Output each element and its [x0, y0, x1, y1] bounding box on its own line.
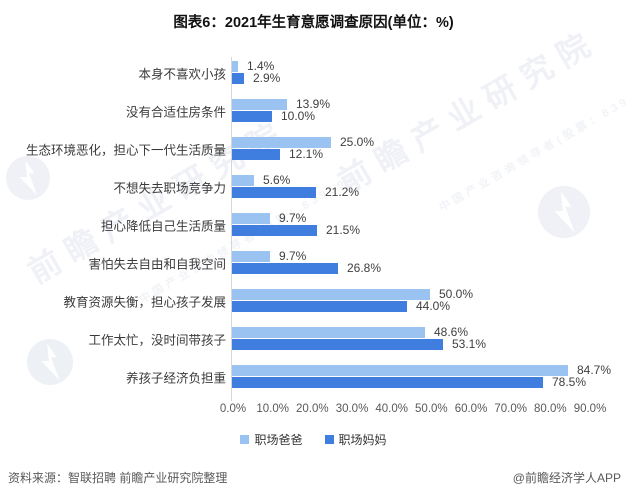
value-label: 21.2%: [325, 185, 360, 199]
category-label: 不想失去职场竞争力: [113, 181, 226, 195]
footer: 资料来源：智联招聘 前瞻产业研究院整理 @前瞻经济学人APP: [0, 466, 627, 488]
bar-职场爸爸-3: [232, 175, 254, 186]
x-tick-label: 90.0%: [573, 403, 607, 415]
chart-title: 图表6：2021年生育意愿调查原因(单位：%): [173, 15, 454, 31]
bar-职场爸爸-0: [232, 61, 238, 72]
x-tick-label: 10.0%: [256, 403, 289, 415]
value-label: 84.7%: [577, 363, 612, 377]
category-label: 教育资源失衡，担心孩子发展: [63, 295, 226, 309]
credit-note: @前瞻经济学人APP: [512, 470, 621, 485]
bar-职场爸爸-4: [232, 213, 270, 224]
bar-职场妈妈-8: [232, 377, 543, 388]
category-label: 工作太忙，没时间带孩子: [88, 333, 226, 347]
y-axis-line: [231, 57, 232, 401]
x-tick-label: 30.0%: [335, 403, 369, 415]
value-label: 9.7%: [279, 211, 307, 225]
value-label: 12.1%: [289, 147, 324, 161]
bar-职场爸爸-7: [232, 327, 425, 338]
value-label: 21.5%: [326, 223, 361, 237]
x-tick-label: 50.0%: [415, 403, 448, 415]
bar-职场妈妈-5: [232, 263, 338, 274]
legend-item-职场妈妈: 职场妈妈: [324, 431, 387, 448]
bar-职场妈妈-0: [232, 73, 244, 84]
legend-label: 职场爸爸: [254, 433, 303, 447]
bar-职场爸爸-1: [232, 99, 287, 110]
value-label: 9.7%: [279, 249, 307, 263]
value-label: 50.0%: [439, 287, 474, 301]
bar-职场妈妈-1: [232, 111, 272, 122]
value-label: 5.6%: [263, 173, 291, 187]
value-label: 44.0%: [416, 299, 451, 313]
value-label: 1.4%: [247, 59, 275, 73]
legend-item-职场爸爸: 职场爸爸: [240, 431, 303, 448]
value-label: 10.0%: [281, 109, 316, 123]
legend: 职场爸爸 职场妈妈: [0, 431, 627, 448]
category-label: 没有合适住房条件: [125, 105, 226, 119]
source-note: 资料来源：智联招聘 前瞻产业研究院整理: [8, 470, 228, 485]
category-label: 本身不喜欢小孩: [138, 67, 226, 81]
category-label: 养孩子经济负担重: [125, 371, 226, 385]
bar-职场妈妈-6: [232, 301, 407, 312]
legend-swatch: [240, 435, 250, 444]
legend-label: 职场妈妈: [338, 433, 387, 447]
legend-swatch: [324, 435, 334, 444]
bar-职场爸爸-6: [232, 289, 430, 300]
value-label: 48.6%: [434, 325, 469, 339]
x-tick-label: 0.0%: [219, 403, 247, 415]
bar-职场爸爸-2: [232, 137, 331, 148]
value-label: 78.5%: [552, 375, 587, 389]
x-tick-label: 80.0%: [534, 403, 567, 415]
x-tick-label: 20.0%: [296, 403, 329, 415]
bar-职场妈妈-3: [232, 187, 316, 198]
x-tick-label: 70.0%: [494, 403, 527, 415]
bar-职场妈妈-7: [232, 339, 443, 350]
category-label: 害怕失去自由和自我空间: [88, 257, 226, 271]
value-label: 13.9%: [296, 97, 331, 111]
x-tick-label: 60.0%: [454, 403, 488, 415]
value-label: 25.0%: [340, 135, 375, 149]
value-label: 2.9%: [253, 71, 281, 85]
value-label: 53.1%: [452, 337, 487, 351]
category-label: 生态环境恶化，担心下一代生活质量: [25, 143, 226, 157]
bar-职场爸爸-8: [232, 365, 568, 376]
bar-职场妈妈-2: [232, 149, 280, 160]
value-label: 26.8%: [347, 261, 382, 275]
bar-职场妈妈-4: [232, 225, 317, 236]
bar-职场爸爸-5: [232, 251, 270, 262]
x-tick-label: 40.0%: [375, 403, 408, 415]
category-label: 担心降低自己生活质量: [100, 219, 226, 233]
